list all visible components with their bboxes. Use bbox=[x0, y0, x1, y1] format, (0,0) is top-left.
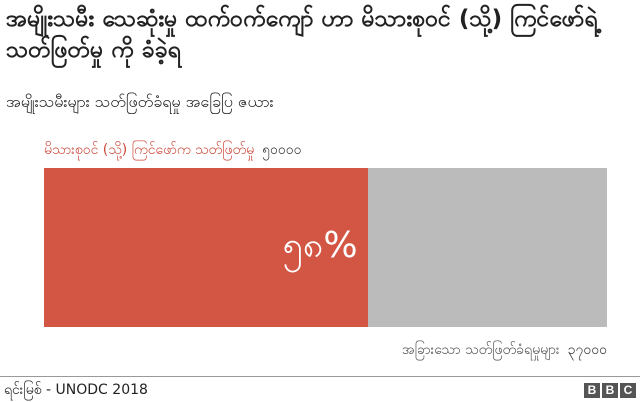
segment-label-text: မိသားစုဝင် (သို့) ကြင်ဖော်က သတ်ဖြတ်မှု bbox=[44, 142, 255, 158]
segment-value: ၃၇၀၀၀ bbox=[567, 342, 607, 358]
source-note: ရင်းမြစ် - UNODC 2018 bbox=[4, 382, 148, 398]
stacked-bar: ၅၈% bbox=[44, 168, 607, 327]
chart-subtitle: အမျိုးသမီးများ သတ်ဖြတ်ခံရမှု အခြေပြ ဇယား bbox=[6, 92, 274, 111]
percent-label: ၅၈% bbox=[282, 225, 358, 266]
bar-segment-family: ၅၈% bbox=[44, 168, 368, 327]
segment-label-text: အခြားသော သတ်ဖြတ်ခံရမှုများ bbox=[401, 342, 560, 358]
bbc-logo: B B C bbox=[584, 383, 636, 398]
segment-label-other: အခြားသော သတ်ဖြတ်ခံရမှုများ ၃၇၀၀၀ bbox=[402, 340, 607, 360]
logo-letter: C bbox=[620, 383, 636, 398]
logo-letter: B bbox=[584, 383, 600, 398]
segment-value: ၅၀၀၀၀ bbox=[262, 142, 302, 158]
footer-divider bbox=[0, 376, 640, 377]
bar-segment-other bbox=[367, 168, 607, 327]
chart-title: အမျိုးသမီး သေဆုံးမှု ထက်ဝက်ကျော် ဟာ မိသာ… bbox=[6, 6, 598, 63]
segment-label-family: မိသားစုဝင် (သို့) ကြင်ဖော်က သတ်ဖြတ်မှု ၅၀… bbox=[44, 140, 302, 160]
logo-letter: B bbox=[602, 383, 618, 398]
